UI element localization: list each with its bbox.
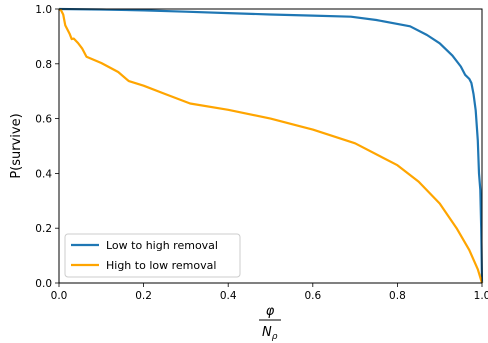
y-tick-label-0: 0.0 (35, 278, 52, 290)
x-tick-label-4: 0.8 (389, 290, 406, 302)
x-tick-label-3: 0.6 (304, 290, 321, 302)
y-tick-label-4: 0.8 (35, 59, 52, 71)
x-tick-label-0: 0.0 (51, 290, 68, 302)
x-axis-label-numerator: φ (266, 304, 275, 319)
x-axis-label: φ Nρ (259, 304, 281, 342)
x-tick-label-5: 1.0 (474, 290, 488, 302)
x-axis-label-denominator-base: N (262, 325, 272, 340)
y-tick-label-5: 1.0 (35, 4, 52, 16)
y-tick-label-3: 0.6 (35, 114, 52, 126)
y-tick-label-1: 0.2 (35, 223, 52, 235)
legend-label-low-to-high: Low to high removal (106, 239, 218, 252)
y-axis-label: P(survive) (9, 113, 24, 178)
x-axis-label-denominator: Nρ (262, 325, 278, 342)
y-ticks: 0.0 0.2 0.4 0.6 0.8 1.0 (35, 4, 59, 290)
x-ticks: 0.0 0.2 0.4 0.6 0.8 1.0 (51, 283, 488, 302)
y-tick-label-2: 0.4 (35, 168, 52, 180)
x-tick-label-2: 0.4 (220, 290, 237, 302)
plot-frame (58, 8, 483, 284)
series-layer (58, 7, 484, 284)
x-axis-label-denominator-sub: ρ (272, 332, 278, 342)
x-tick-label-1: 0.2 (135, 290, 152, 302)
legend-box (64, 233, 241, 278)
series-line-0 (58, 7, 484, 284)
series-line-1 (58, 8, 484, 284)
legend: Low to high removal High to low removal (64, 233, 241, 278)
legend-label-high-to-low: High to low removal (106, 259, 216, 272)
